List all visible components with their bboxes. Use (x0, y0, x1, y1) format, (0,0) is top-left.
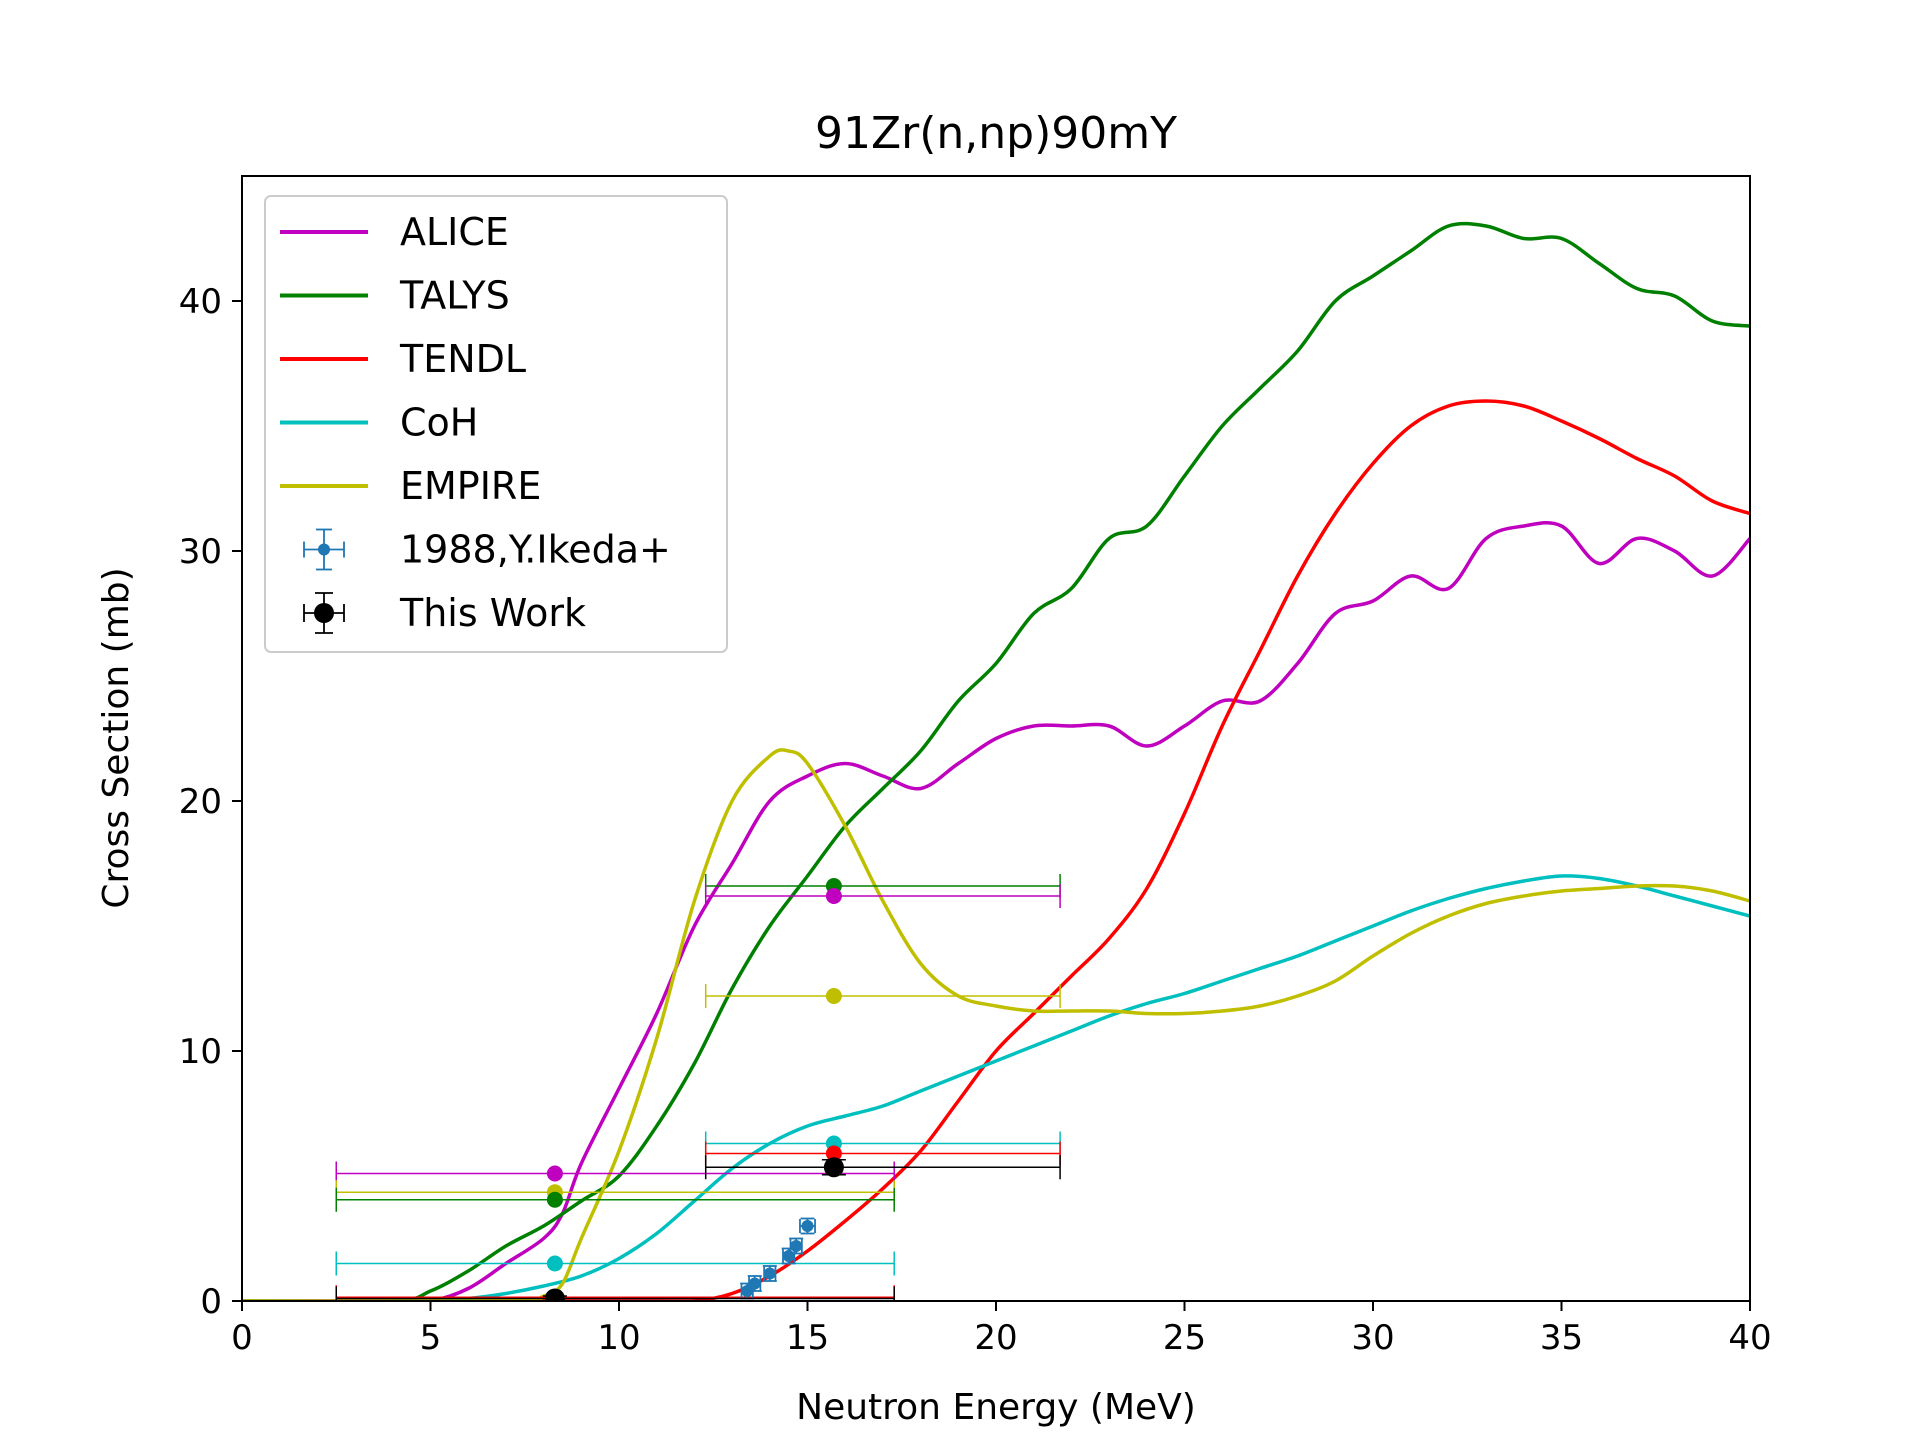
legend-entry-alice: ALICE (280, 210, 509, 254)
y-tick-label: 0 (200, 1282, 222, 1322)
chart-title: 91Zr(n,np)90mY (815, 108, 1177, 159)
ikeda-data-point (799, 1217, 816, 1235)
legend-label: CoH (400, 401, 478, 445)
legend-label: 1988,Y.Ikeda+ (400, 528, 671, 572)
legend-entry-this-work: This Work (303, 591, 586, 635)
series-line-tendl (242, 399, 1750, 1301)
series-line-talys (242, 221, 1750, 1301)
ikeda-data-point (762, 1265, 777, 1282)
series-line-coh (242, 874, 1750, 1301)
experimental-points (335, 1155, 1061, 1301)
legend-label: TALYS (399, 274, 510, 318)
x-tick-label: 20 (974, 1318, 1017, 1358)
averaged-point (335, 1161, 895, 1186)
y-tick-label: 30 (179, 532, 222, 572)
x-tick-label: 25 (1163, 1318, 1206, 1358)
legend-label: ALICE (400, 210, 509, 254)
legend-entry-empire: EMPIRE (280, 464, 541, 508)
x-axis-label: Neutron Energy (MeV) (796, 1387, 1196, 1428)
x-tick-label: 5 (420, 1318, 442, 1358)
legend: ALICE TALYS TENDL CoH EMPIRE 1988,Y.Ikeda+ Thi… (264, 195, 728, 653)
legend-label: EMPIRE (400, 464, 541, 508)
averaged-point (335, 1251, 895, 1276)
legend-entry-1988-y-ikeda: 1988,Y.Ikeda+ (303, 528, 671, 572)
x-tick-label: 30 (1351, 1318, 1394, 1358)
x-tick-label: 0 (231, 1318, 253, 1358)
x-tick-label: 35 (1540, 1318, 1583, 1358)
y-tick-label: 40 (179, 282, 222, 322)
y-axis-label: Cross Section (mb) (96, 567, 137, 908)
x-tick-label: 40 (1728, 1318, 1771, 1358)
averaged-point (335, 1180, 895, 1205)
legend-box (264, 195, 728, 653)
y-tick-label: 20 (179, 782, 222, 822)
x-tick-label: 10 (597, 1318, 640, 1358)
legend-entry-talys: TALYS (280, 274, 510, 318)
legend-label: TENDL (399, 337, 526, 381)
x-tick-label: 15 (786, 1318, 829, 1358)
y-axis: 0 10 20 30 40 (179, 282, 242, 1322)
averaged-point (335, 1187, 895, 1212)
series-line-empire (242, 748, 1750, 1301)
averaged-point (704, 884, 1061, 908)
ikeda-data-point (789, 1237, 804, 1255)
ikeda-data-point (747, 1275, 762, 1292)
legend-entry-tendl: TENDL (280, 337, 526, 381)
x-axis: 0 5 10 15 20 25 30 35 40 (231, 1301, 1772, 1358)
y-tick-label: 10 (179, 1032, 222, 1072)
this-work-data-point (704, 1155, 1061, 1180)
averaged-point (704, 1141, 1061, 1166)
legend-entry-coh: CoH (280, 401, 478, 445)
averaged-points (335, 874, 1061, 1301)
averaged-point (704, 984, 1061, 1008)
averaged-point (704, 874, 1061, 898)
this-work-data-point (335, 1286, 895, 1301)
averaged-point (335, 1285, 895, 1301)
model-lines (242, 221, 1750, 1301)
legend-label: This Work (399, 591, 586, 635)
